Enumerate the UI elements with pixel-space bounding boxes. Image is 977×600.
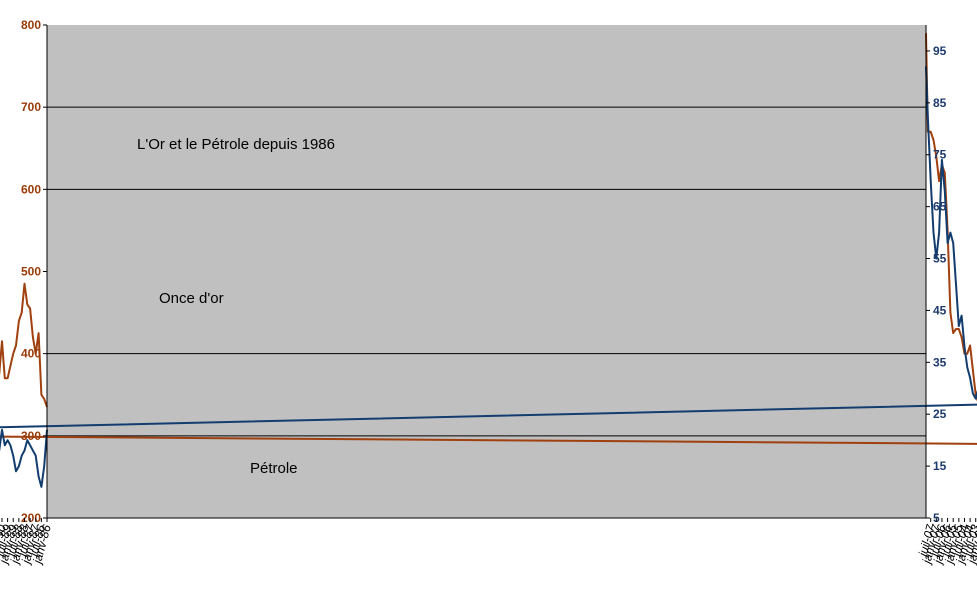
gold-label: Once d'or (159, 290, 224, 307)
chart-title: L'Or et le Pétrole depuis 1986 (137, 136, 335, 153)
right-tick-label: 45 (933, 303, 947, 317)
right-tick-label: 35 (933, 355, 947, 369)
right-tick-label: 25 (933, 407, 947, 421)
right-axis-ticks: 5152535455565758595 (926, 44, 947, 525)
oil-label: Pétrole (250, 460, 298, 477)
left-tick-label: 300 (21, 429, 41, 443)
oil-series-line (0, 66, 977, 488)
left-tick-label: 500 (21, 265, 41, 279)
left-tick-label: 700 (21, 100, 41, 114)
left-tick-label: 400 (21, 347, 41, 361)
right-tick-label: 95 (933, 44, 947, 58)
series-layer (0, 33, 977, 488)
x-axis-ticks: janv-86juil-86janv-87juil-87janv-88juil-… (0, 518, 977, 567)
right-tick-label: 65 (933, 200, 947, 214)
gridlines (47, 106, 926, 437)
right-tick-label: 55 (933, 252, 947, 266)
plot-area (47, 25, 926, 518)
right-tick-label: 85 (933, 96, 947, 110)
left-tick-label: 800 (21, 18, 41, 32)
left-tick-label: 600 (21, 182, 41, 196)
right-tick-label: 75 (933, 148, 947, 162)
right-tick-label: 15 (933, 459, 947, 473)
